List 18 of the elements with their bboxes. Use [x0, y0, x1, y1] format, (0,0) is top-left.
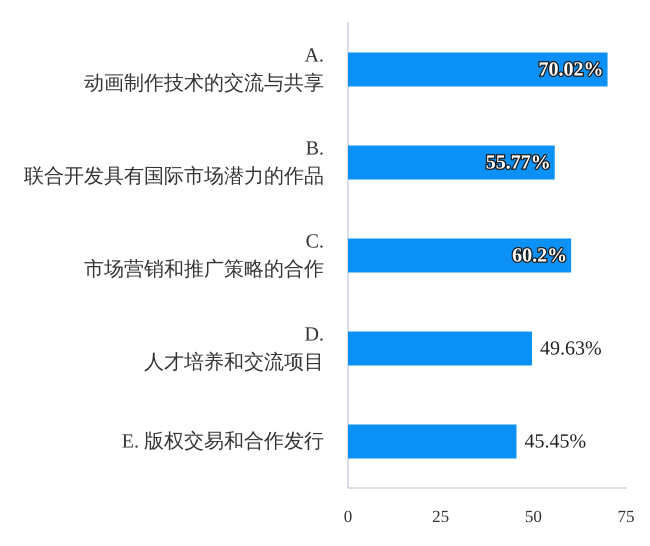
x-tick-label: 25: [432, 507, 450, 526]
bar: [348, 424, 516, 458]
x-tick-label: 50: [524, 507, 542, 526]
x-tick-label: 0: [344, 507, 352, 526]
y-tick-label: E. 版权交易和合作发行: [122, 430, 324, 452]
x-tick-label: 75: [618, 507, 634, 526]
y-tick-label: A. 动画制作技术的交流与共享: [84, 44, 324, 94]
bar: [348, 238, 572, 272]
bar: [348, 332, 532, 366]
data-label: 55.77%: [486, 152, 551, 174]
data-label: 60.2%: [512, 244, 568, 266]
data-label: 45.45%: [524, 430, 586, 452]
data-label: 70.02%: [538, 58, 604, 80]
y-tick-label: D. 人才培养和交流项目: [144, 324, 324, 374]
bar: [348, 52, 608, 86]
y-tick-label: B. 联合开发具有国际市场潜力的作品: [24, 138, 324, 188]
y-tick-label: C. 市场营销和推广策略的合作: [84, 230, 324, 280]
data-label: 49.63%: [540, 338, 602, 360]
